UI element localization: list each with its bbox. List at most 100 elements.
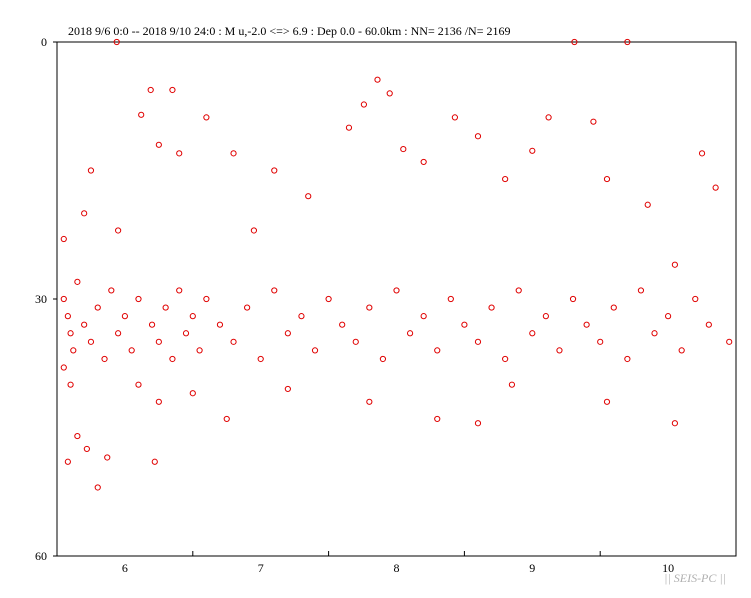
event-point <box>223 415 230 423</box>
event-point <box>305 193 312 200</box>
event-point <box>360 101 368 108</box>
event-point <box>257 355 264 363</box>
event-point <box>83 445 90 453</box>
event-point <box>671 261 678 268</box>
event-point <box>155 338 162 345</box>
event-point <box>94 484 101 491</box>
event-point <box>151 458 158 465</box>
event-point <box>515 287 522 294</box>
event-point <box>81 321 88 328</box>
event-point <box>325 295 332 303</box>
event-point <box>216 321 224 328</box>
event-point <box>597 338 604 345</box>
event-point <box>108 287 115 294</box>
event-point <box>671 420 678 427</box>
event-point <box>712 184 719 191</box>
y-tick-label: 30 <box>35 292 47 306</box>
event-point <box>556 347 563 354</box>
event-point <box>155 141 162 148</box>
event-point <box>583 321 590 328</box>
event-point <box>169 86 176 94</box>
event-point <box>155 398 162 405</box>
event-point <box>461 321 468 328</box>
event-point <box>705 321 712 328</box>
event-point <box>644 201 651 208</box>
y-tick-label: 0 <box>41 35 47 49</box>
event-point <box>603 175 611 183</box>
event-point <box>147 86 154 94</box>
event-point <box>113 38 120 46</box>
event-point <box>81 210 88 217</box>
event-point <box>698 150 706 157</box>
event-point <box>60 235 67 243</box>
event-point <box>176 287 183 294</box>
event-point <box>610 304 617 311</box>
event-point <box>189 313 196 320</box>
event-point <box>502 355 509 363</box>
event-point <box>406 330 414 337</box>
event-point <box>590 118 597 125</box>
event-point <box>474 338 482 345</box>
event-point <box>339 321 346 328</box>
x-tick-label: 10 <box>662 561 674 575</box>
event-point <box>366 398 373 405</box>
event-point <box>189 390 196 397</box>
event-point <box>434 347 441 354</box>
event-point <box>121 313 129 320</box>
event-point <box>230 150 237 157</box>
event-point <box>104 454 111 461</box>
event-point <box>162 304 169 311</box>
event-point <box>271 287 278 294</box>
event-point <box>64 458 71 465</box>
event-point <box>284 330 291 337</box>
event-point <box>74 432 81 440</box>
event-point <box>311 347 319 354</box>
event-point <box>726 338 733 345</box>
event-point <box>101 355 108 363</box>
event-point <box>393 287 400 294</box>
event-point <box>115 227 122 234</box>
event-point <box>474 133 482 140</box>
event-point <box>74 278 81 285</box>
x-tick-label: 7 <box>258 561 264 575</box>
event-point <box>637 287 645 294</box>
event-point <box>250 227 258 234</box>
event-point <box>569 295 577 303</box>
event-point <box>678 347 685 354</box>
event-point <box>67 330 74 337</box>
watermark: || SEIS-PC || <box>664 571 726 585</box>
event-point <box>374 76 381 83</box>
event-point <box>624 355 631 363</box>
event-point <box>529 147 536 154</box>
event-point <box>386 90 393 97</box>
x-tick-label: 8 <box>394 561 400 575</box>
x-tick-label: 9 <box>529 561 535 575</box>
event-point <box>345 124 353 131</box>
chart-title: 2018 9/6 0:0 -- 2018 9/10 24:0 : M u,-2.… <box>68 24 511 38</box>
event-point <box>379 355 387 363</box>
event-point <box>284 385 291 393</box>
plot-frame <box>56 41 737 557</box>
event-point <box>94 304 101 311</box>
event-point <box>420 313 427 320</box>
event-point <box>603 398 611 405</box>
event-point <box>176 150 183 157</box>
event-point <box>135 295 142 303</box>
event-point <box>474 420 482 427</box>
event-point <box>60 364 67 371</box>
event-point <box>203 295 210 303</box>
event-point <box>447 295 454 303</box>
event-point <box>665 313 672 320</box>
event-point <box>196 347 203 354</box>
event-point <box>451 114 458 121</box>
event-point <box>67 381 74 388</box>
x-tick-label: 6 <box>122 561 128 575</box>
event-point <box>651 330 658 337</box>
event-point <box>508 381 516 388</box>
event-point <box>502 175 509 183</box>
event-point <box>135 381 142 388</box>
event-point <box>87 338 95 345</box>
event-point <box>138 111 145 118</box>
event-point <box>60 295 67 303</box>
